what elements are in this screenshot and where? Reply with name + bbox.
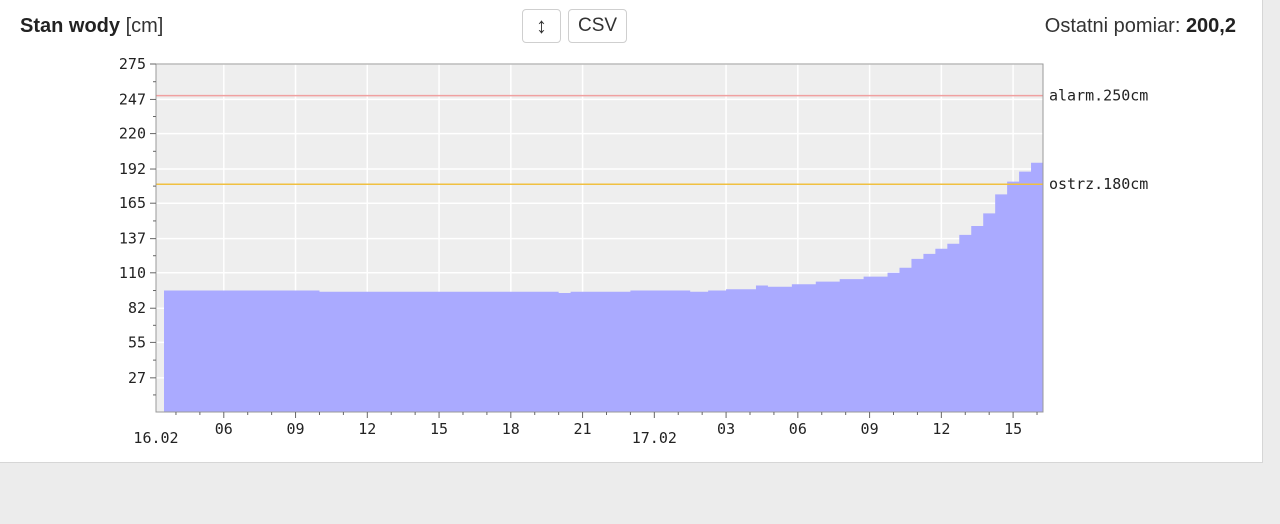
x-tick-label: 06 — [215, 420, 233, 438]
chart-panel: Stan wody [cm] ↕ CSV Ostatni pomiar: 200… — [0, 0, 1263, 463]
y-tick-label: 82 — [128, 299, 146, 317]
x-tick-label: 03 — [717, 420, 735, 438]
x-tick-label: 09 — [861, 420, 879, 438]
y-tick-label: 137 — [119, 230, 146, 248]
plot-frame — [155, 63, 1044, 413]
y-tick-label: 192 — [119, 160, 146, 178]
x-tick-label: 21 — [574, 420, 592, 438]
chart-title: Stan wody [cm] — [20, 15, 163, 38]
last-measurement-value: 200,2 — [1185, 15, 1236, 37]
x-tick-label: 18 — [502, 420, 520, 438]
x-tick-label: 15 — [430, 420, 448, 438]
y-tick-label: 165 — [119, 194, 146, 212]
y-tick-label: 110 — [119, 264, 146, 282]
x-tick-label: 12 — [358, 420, 376, 438]
y-tick-label: 247 — [119, 90, 146, 108]
x-date-label: 17.02 — [632, 429, 677, 447]
threshold-label-warning: ostrz.180cm — [1049, 175, 1148, 193]
chart-title-text: Stan wody — [20, 15, 121, 37]
chart-title-unit: [cm] — [125, 15, 164, 37]
chart-toolbar: ↕ CSV — [522, 9, 628, 43]
vertical-arrows-icon: ↕ — [536, 13, 547, 38]
water-level-area — [164, 158, 1043, 412]
y-tick-label: 275 — [119, 55, 146, 73]
last-measurement: Ostatni pomiar: 200,2 — [1045, 15, 1236, 38]
y-tick-label: 220 — [119, 125, 146, 143]
x-date-label: 16.02 — [133, 429, 178, 447]
y-tick-label: 55 — [128, 333, 146, 351]
csv-button[interactable]: CSV — [568, 9, 628, 43]
y-tick-label: 27 — [128, 369, 146, 387]
resize-vertical-button[interactable]: ↕ — [522, 9, 561, 43]
x-tick-label: 09 — [287, 420, 305, 438]
x-tick-label: 06 — [789, 420, 807, 438]
x-tick-label: 15 — [1004, 420, 1022, 438]
x-tick-label: 12 — [932, 420, 950, 438]
last-measurement-label: Ostatni pomiar: — [1044, 15, 1181, 37]
water-level-chart: alarm.250cm ostrz.180cm 27 55 82 110 137 165 192… — [119, 55, 1148, 447]
threshold-label-alarm: alarm.250cm — [1049, 87, 1148, 105]
